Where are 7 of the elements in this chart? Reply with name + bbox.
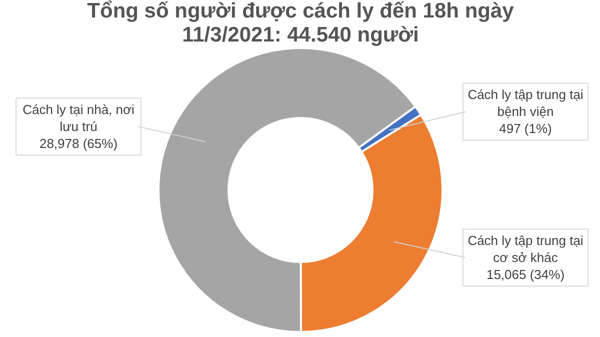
slice-label: Cách ly tập trung tại bệnh viện: [468, 87, 584, 120]
data-label: 15,065 (34%): [486, 267, 565, 282]
chart-title: Tổng số người được cách ly đến 18h ngày 11/3/2021: 44.540 người: [87, 0, 514, 46]
data-label: 497 (1%): [499, 121, 552, 136]
data-label: 28,978 (65%): [39, 136, 118, 152]
slice-label: Cách ly tại nhà, nơi lưu trú: [22, 102, 135, 134]
slice-label: Cách ly tập trung tại cơ sở khác: [468, 233, 584, 266]
